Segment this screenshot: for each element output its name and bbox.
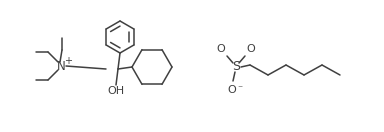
- Text: +: +: [64, 56, 72, 66]
- Text: O: O: [247, 44, 255, 54]
- Text: ⁻: ⁻: [237, 84, 243, 94]
- Text: S: S: [232, 60, 240, 74]
- Text: O: O: [228, 85, 237, 95]
- Text: N: N: [56, 60, 65, 72]
- Text: OH: OH: [108, 86, 124, 96]
- Text: O: O: [217, 44, 225, 54]
